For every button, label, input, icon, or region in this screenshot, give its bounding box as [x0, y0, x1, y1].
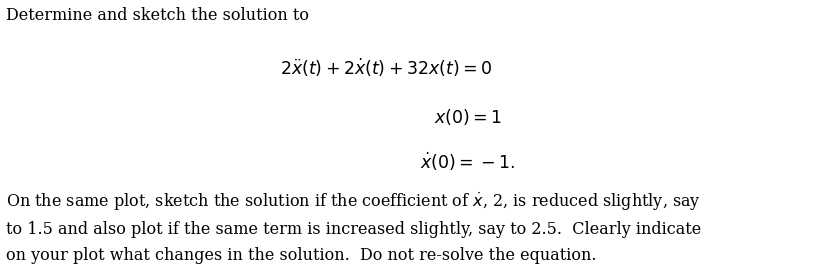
Text: On the same plot, sketch the solution if the coefficient of $\dot{x}$, 2, is red: On the same plot, sketch the solution if… — [6, 191, 701, 264]
Text: $x(0) = 1$: $x(0) = 1$ — [433, 107, 501, 127]
Text: Determine and sketch the solution to: Determine and sketch the solution to — [6, 7, 310, 24]
Text: $2\ddot{x}(t) + 2\dot{x}(t) + 32x(t) = 0$: $2\ddot{x}(t) + 2\dot{x}(t) + 32x(t) = 0… — [281, 57, 492, 79]
Text: $\dot{x}(0) = -1.$: $\dot{x}(0) = -1.$ — [420, 150, 515, 173]
